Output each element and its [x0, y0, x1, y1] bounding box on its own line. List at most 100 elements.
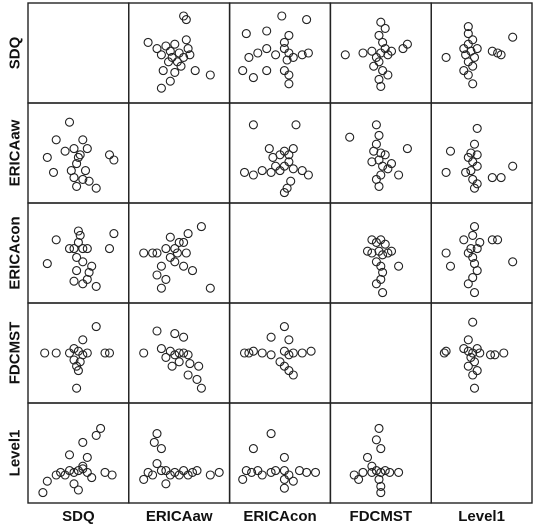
scatter-point: [156, 261, 166, 271]
scatter-point: [156, 283, 166, 293]
scatter-point: [376, 170, 386, 180]
scatter-point: [297, 50, 307, 60]
scatter-point: [378, 66, 388, 76]
scatter-point: [297, 348, 307, 358]
scatter-point: [367, 235, 377, 245]
scatter-point: [51, 235, 61, 245]
scatter-point: [161, 244, 171, 254]
row-label-ericaaw: ERICAaw: [7, 119, 24, 186]
scatter-point: [84, 176, 94, 186]
panel-frame-ericacon-ericacon: [228, 202, 332, 304]
scatter-point: [468, 174, 478, 184]
scatter-point: [288, 52, 298, 62]
scatter-point: [56, 467, 66, 477]
scatter-point: [156, 444, 166, 454]
scatter-point: [69, 244, 79, 254]
scatter-point: [487, 46, 497, 56]
scatter-point: [279, 322, 289, 332]
scatter-point: [358, 467, 368, 477]
scatter-point: [181, 15, 191, 25]
panel-level1-vs-sdq: [38, 423, 117, 498]
scatter-point: [143, 467, 153, 477]
scatter-point: [165, 470, 175, 480]
panel-frame-ericaaw-fdcmst: [329, 102, 432, 204]
scatter-point: [73, 485, 83, 495]
scatter-point: [104, 150, 115, 160]
scatter-point: [367, 467, 377, 477]
scatter-point: [369, 61, 379, 71]
scatter-point: [374, 30, 384, 40]
scatter-point: [468, 61, 478, 71]
scatter-point: [288, 476, 298, 486]
scatter-point: [367, 157, 377, 167]
row-label-fdcmst: FDCMST: [7, 322, 24, 385]
scatter-point: [69, 173, 79, 183]
scatter-point: [72, 159, 82, 169]
scatter-point: [279, 466, 289, 476]
panel-ericacon-vs-level1: [441, 222, 518, 298]
scatter-point: [179, 237, 189, 247]
scatter-point: [205, 470, 215, 480]
scatter-point: [475, 348, 485, 358]
scatter-point: [469, 357, 480, 367]
scatter-point: [459, 344, 469, 354]
row-label-ericacon: ERICAcon: [7, 216, 24, 289]
scatter-point: [244, 52, 254, 62]
scatter-point: [107, 470, 117, 480]
panel-frame-fdcmst-level1: [430, 302, 533, 404]
scatter-point: [75, 150, 85, 160]
scatter-point: [271, 50, 281, 60]
scatter-point: [374, 423, 384, 433]
scatter-point: [78, 437, 88, 447]
scatter-point: [302, 467, 312, 477]
scatter-point: [161, 479, 171, 489]
scatter-point: [469, 288, 480, 298]
scatter-point: [279, 37, 289, 47]
scatter-point: [64, 466, 75, 476]
scatter-point: [192, 466, 202, 476]
scatter-point: [238, 474, 248, 484]
panel-level1-vs-fdcmst: [349, 423, 404, 498]
panel-ericaaw-vs-level1: [441, 123, 518, 193]
scatter-point: [73, 226, 83, 236]
scatter-point: [84, 267, 94, 277]
scatter-point: [340, 50, 350, 60]
scatter-point: [241, 466, 251, 476]
scatter-point: [248, 346, 258, 356]
scatter-point: [190, 66, 200, 76]
panel-frame-fdcmst-fdcmst: [329, 302, 432, 404]
scatter-point: [64, 244, 75, 254]
scatter-point: [380, 150, 390, 160]
panel-frame-ericacon-sdq: [27, 202, 130, 304]
scatter-point: [398, 44, 408, 54]
scatter-point: [196, 222, 206, 232]
scatter-point: [376, 17, 386, 27]
panel-frame-level1-ericaaw: [128, 402, 231, 504]
scatter-point: [284, 79, 294, 89]
scatter-point: [369, 146, 379, 156]
scatter-point: [279, 66, 289, 76]
scatter-point: [152, 248, 162, 258]
column-label-ericacon: ERICAcon: [243, 508, 316, 525]
scatter-point: [183, 44, 193, 54]
scatter-point: [386, 46, 397, 56]
scatter-point: [87, 473, 97, 483]
scatter-point: [176, 61, 186, 71]
scatter-point: [459, 66, 469, 76]
scatter-point: [485, 350, 496, 360]
scatter-point: [148, 248, 158, 258]
scatter-point: [152, 429, 162, 439]
scatter-point: [468, 79, 478, 89]
panel-fdcmst-vs-ericaaw: [139, 326, 206, 393]
panel-ericacon-vs-ericaaw: [139, 222, 215, 293]
scatter-point: [271, 161, 281, 171]
scatter-point: [469, 183, 480, 193]
scatter-point: [284, 335, 294, 345]
panel-ericaaw-vs-fdcmst: [345, 120, 412, 191]
scatter-point: [161, 41, 171, 51]
scatter-point: [463, 361, 473, 371]
scatter-point: [170, 244, 180, 254]
scatter-point: [42, 152, 52, 162]
row-labels: SDQ ERICAaw ERICAcon FDCMST Level1: [7, 36, 24, 476]
scatter-point: [303, 48, 313, 58]
